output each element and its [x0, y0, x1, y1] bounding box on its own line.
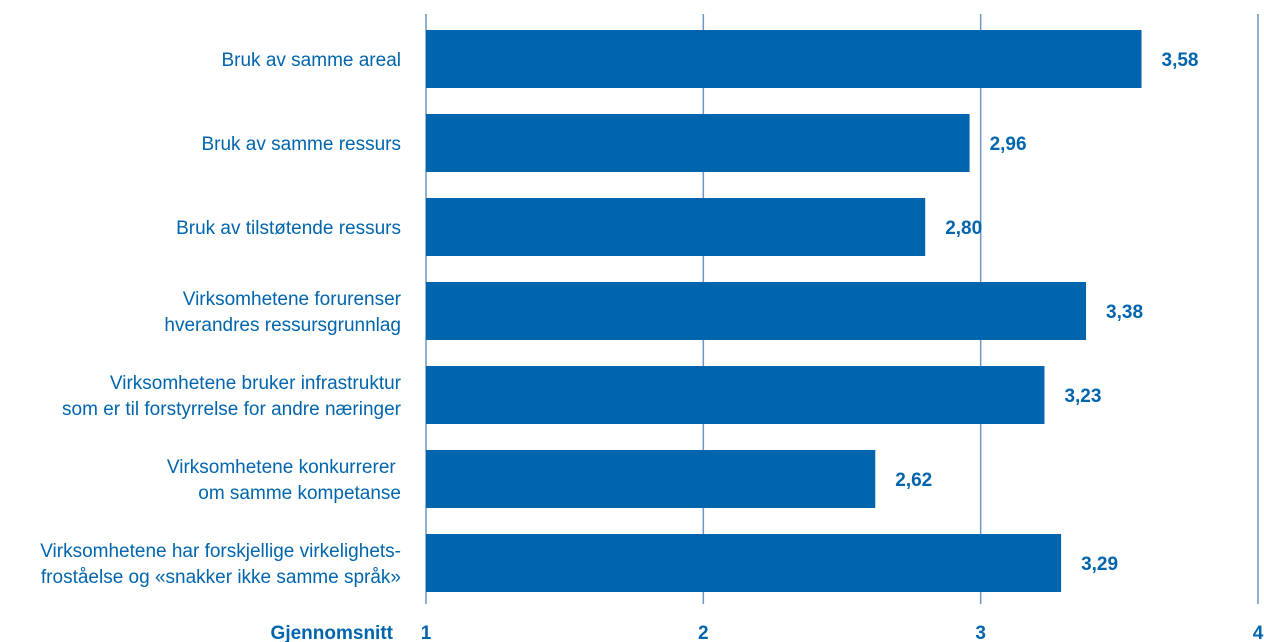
category-label: Virksomhetene konkurrerer om samme kompe… — [167, 457, 401, 504]
x-tick-label: 4 — [1253, 623, 1264, 642]
data-label: 2,62 — [895, 470, 932, 491]
bar — [426, 198, 926, 256]
category-label: Virksomhetene har forskjellige virkeligh… — [40, 541, 401, 588]
category-label: Bruk av tilstøtende ressurs — [176, 218, 401, 239]
category-label-line: Bruk av tilstøtende ressurs — [176, 218, 401, 239]
category-label: Virksomhetene bruker infrastruktur som er… — [62, 373, 402, 420]
bar — [426, 450, 876, 508]
category-label-line: Bruk av samme ressurs — [201, 134, 401, 155]
category-label-line: Virksomhetene bruker infrastruktur — [110, 373, 402, 394]
x-axis-title: Gjennomsnitt — [271, 623, 394, 642]
data-label: 3,58 — [1162, 50, 1199, 71]
x-axis: Gjennomsnitt 1 2 3 4 — [271, 623, 1264, 642]
data-label: 3,29 — [1081, 554, 1118, 575]
x-tick-label: 1 — [421, 623, 432, 642]
category-label-line: Virksomhetene forurenser — [183, 289, 402, 310]
category-label-line: Bruk av samme areal — [221, 50, 401, 71]
bar — [426, 30, 1142, 88]
category-labels: Bruk av samme areal Bruk av samme ressurs… — [40, 50, 401, 588]
category-label-line: om samme kompetanse — [198, 483, 401, 504]
bar — [426, 114, 970, 172]
category-label: Virksomhetene forurenser hverandres ressu… — [164, 289, 401, 336]
bar — [426, 366, 1045, 424]
category-label-line: Virksomhetene konkurrerer — [167, 457, 401, 478]
bar — [426, 534, 1062, 592]
data-label: 2,96 — [990, 134, 1027, 155]
data-label: 2,80 — [945, 218, 982, 239]
value-labels: 3,58 2,96 2,80 3,38 3,23 2,62 3,29 — [895, 50, 1198, 575]
x-tick-label: 2 — [698, 623, 709, 642]
category-label-line: som er til forstyrrelse for andre næring… — [62, 399, 402, 420]
category-label-line: hverandres ressursgrunnlag — [164, 315, 401, 336]
x-tick-label: 3 — [975, 623, 986, 642]
data-label: 3,23 — [1064, 386, 1101, 407]
category-label: Bruk av samme ressurs — [201, 134, 401, 155]
bar — [426, 282, 1087, 340]
category-label-line: Virksomhetene har forskjellige virkeligh… — [40, 541, 401, 562]
data-label: 3,38 — [1106, 302, 1143, 323]
category-label: Bruk av samme areal — [221, 50, 401, 71]
bars — [426, 30, 1142, 592]
category-label-line: froståelse og «snakker ikke samme språk» — [41, 567, 401, 588]
